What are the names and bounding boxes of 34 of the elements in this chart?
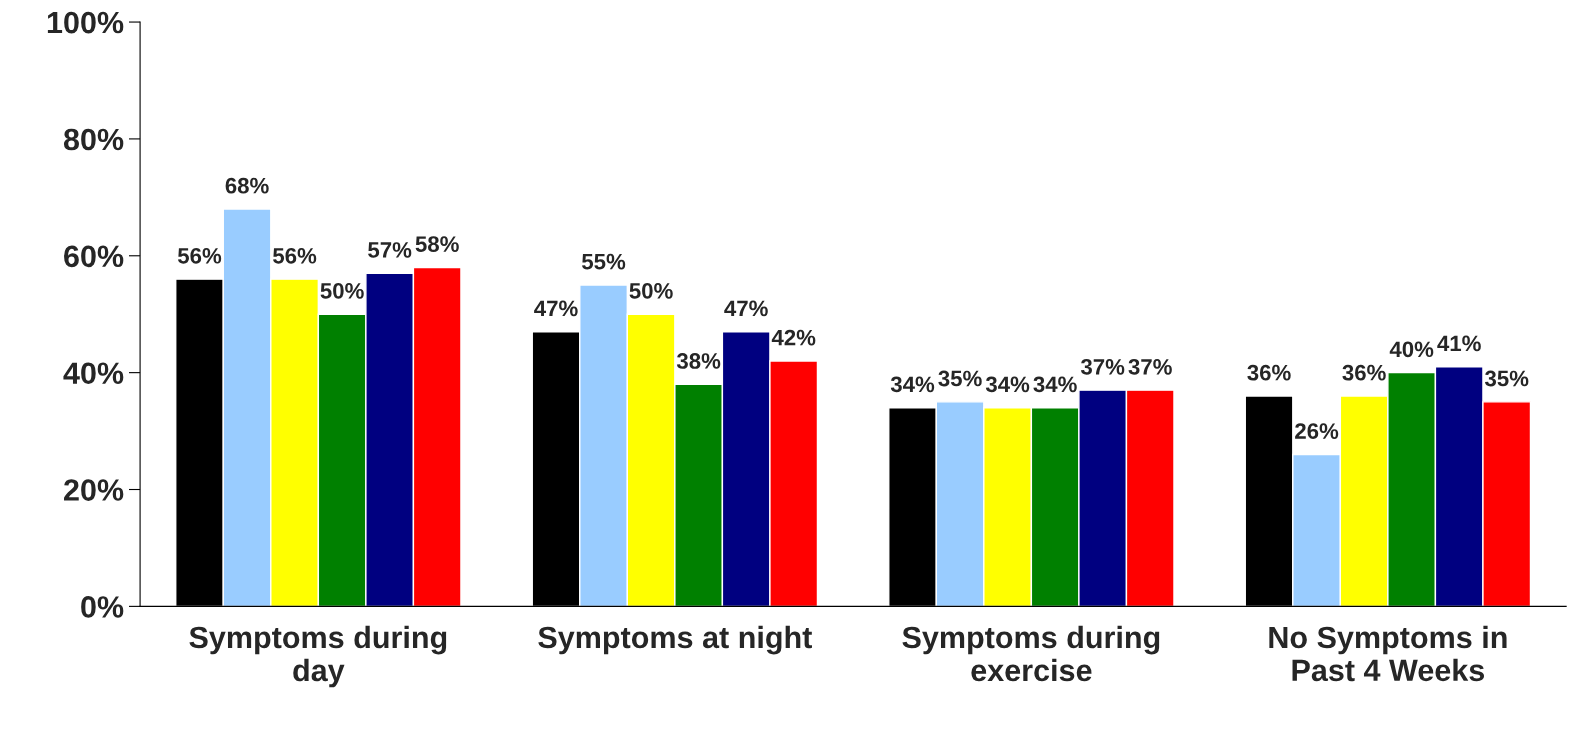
y-tick-label: 0% xyxy=(81,596,124,618)
data-label: 26% xyxy=(1295,423,1339,439)
data-label: 34% xyxy=(890,376,935,393)
data-label: 40% xyxy=(1389,341,1434,358)
data-label: 68% xyxy=(225,177,269,194)
x-tick-label: Symptoms during exercise xyxy=(902,625,1160,682)
y-tick-label: 40% xyxy=(63,362,124,385)
y-tick-label: 80% xyxy=(63,128,124,151)
data-label: 35% xyxy=(938,370,982,387)
x-tick-label: Symptoms during day xyxy=(189,625,447,688)
data-label: 56% xyxy=(177,247,222,264)
data-label: 37% xyxy=(1128,358,1172,375)
data-label: 41% xyxy=(1437,335,1481,352)
data-label: 36% xyxy=(1342,364,1386,381)
data-label: 38% xyxy=(676,353,721,369)
data-label: 34% xyxy=(985,376,1030,393)
y-tick-label: 20% xyxy=(64,479,124,501)
data-label: 50% xyxy=(629,282,673,299)
x-tick-label: Symptoms at night xyxy=(538,625,812,655)
y-tick-label: 100% xyxy=(47,11,124,34)
data-label: 34% xyxy=(1033,376,1077,393)
y-tick-label: 60% xyxy=(64,245,124,268)
data-label: 57% xyxy=(368,242,412,258)
data-label: 37% xyxy=(1080,358,1125,375)
data-label: 47% xyxy=(534,300,578,317)
data-label: 47% xyxy=(724,300,768,317)
x-tick-label: No Symptoms in Past 4 Weeks xyxy=(1269,625,1507,682)
data-label: 55% xyxy=(582,253,626,270)
data-label: 36% xyxy=(1247,364,1291,381)
data-label: 58% xyxy=(415,236,459,252)
data-label: 50% xyxy=(320,282,364,299)
data-label: 35% xyxy=(1484,370,1529,387)
data-label: 56% xyxy=(273,247,317,264)
data-label: 42% xyxy=(771,329,816,346)
